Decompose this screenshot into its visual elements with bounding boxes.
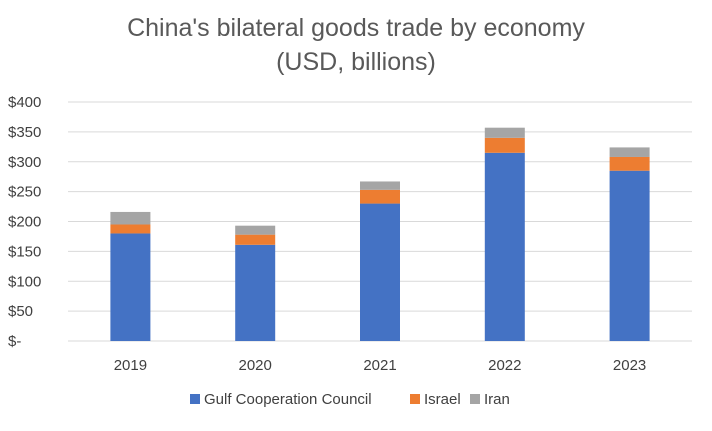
bars [110, 127, 650, 341]
y-tick-label: $100 [8, 273, 41, 290]
y-tick-label: $50 [8, 303, 33, 320]
bar-2020-series-2 [235, 225, 276, 235]
bar-2019-series-2 [110, 211, 151, 225]
bar-2022-series-0 [484, 152, 525, 341]
bar-2021-series-1 [360, 189, 400, 204]
bar-2021-series-0 [360, 203, 400, 341]
legend: Gulf Cooperation Council Israel Iran [190, 391, 510, 408]
y-tick-label: $300 [8, 154, 41, 171]
bar-2019-series-0 [110, 233, 151, 341]
y-tick-label: $150 [8, 243, 41, 260]
y-tick-label: $350 [8, 124, 41, 141]
y-tick-label: $400 [8, 94, 41, 111]
x-tick-label: 2021 [363, 357, 396, 374]
bar-2022-series-2 [484, 127, 525, 138]
bar-2021-series-2 [360, 181, 400, 190]
legend-label: Gulf Cooperation Council [204, 391, 372, 408]
x-tick-label: 2019 [114, 357, 147, 374]
y-axis-ticks: $- $50 $100 $150 $200 $250 $300 $350 $400 [8, 94, 41, 350]
bar-2023-series-1 [609, 156, 650, 171]
legend-label: Iran [484, 391, 510, 408]
bar-2020-series-1 [235, 234, 276, 245]
x-tick-label: 2020 [239, 357, 272, 374]
x-tick-label: 2023 [613, 357, 646, 374]
chart-subtitle: (USD, billions) [276, 48, 436, 76]
bar-2019-series-1 [110, 224, 151, 234]
x-tick-label: 2022 [488, 357, 521, 374]
x-axis-ticks: 2019 2020 2021 2022 2023 [114, 357, 647, 374]
y-tick-label: $- [8, 333, 21, 350]
legend-swatch [470, 394, 480, 404]
y-tick-label: $200 [8, 214, 41, 231]
legend-label: Israel [424, 391, 461, 408]
chart-title: China's bilateral goods trade by economy [127, 14, 585, 42]
bar-2023-series-2 [609, 147, 650, 157]
bar-2022-series-1 [484, 137, 525, 153]
legend-swatch [410, 394, 420, 404]
y-tick-label: $250 [8, 184, 41, 201]
legend-swatch [190, 394, 200, 404]
bar-2023-series-0 [609, 170, 650, 341]
bar-2020-series-0 [235, 244, 276, 341]
